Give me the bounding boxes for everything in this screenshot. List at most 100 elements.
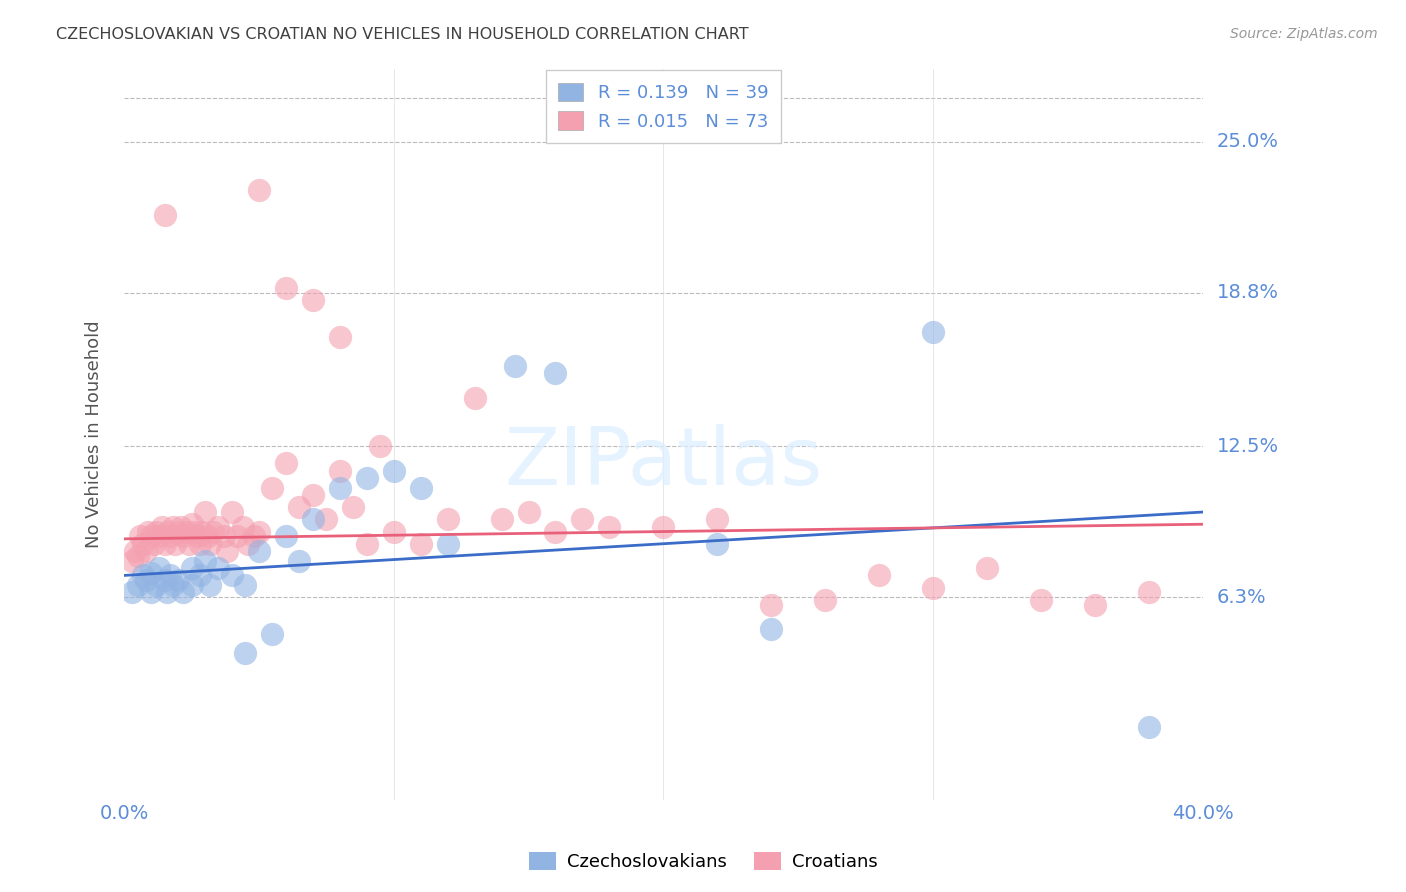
Point <box>226 529 249 543</box>
Point <box>153 537 176 551</box>
Point <box>212 529 235 543</box>
Point <box>868 568 890 582</box>
Point <box>132 568 155 582</box>
Point <box>329 464 352 478</box>
Point <box>180 561 202 575</box>
Point <box>132 537 155 551</box>
Point <box>922 325 945 339</box>
Legend: Czechoslovakians, Croatians: Czechoslovakians, Croatians <box>522 845 884 879</box>
Point <box>127 549 149 563</box>
Point <box>129 529 152 543</box>
Point <box>922 581 945 595</box>
Point <box>652 519 675 533</box>
Point <box>232 519 254 533</box>
Point <box>221 505 243 519</box>
Point <box>139 585 162 599</box>
Point <box>180 578 202 592</box>
Point <box>342 500 364 515</box>
Point <box>197 529 219 543</box>
Point <box>235 578 257 592</box>
Point <box>200 578 222 592</box>
Point <box>159 568 181 582</box>
Point <box>191 524 214 539</box>
Text: Source: ZipAtlas.com: Source: ZipAtlas.com <box>1230 27 1378 41</box>
Legend: R = 0.139   N = 39, R = 0.015   N = 73: R = 0.139 N = 39, R = 0.015 N = 73 <box>546 70 782 144</box>
Point <box>491 512 513 526</box>
Point <box>156 585 179 599</box>
Point <box>436 537 458 551</box>
Point <box>409 481 432 495</box>
Point <box>139 529 162 543</box>
Point <box>186 529 208 543</box>
Point <box>302 293 325 307</box>
Point <box>288 554 311 568</box>
Point <box>598 519 620 533</box>
Point <box>172 585 194 599</box>
Point <box>1137 585 1160 599</box>
Point <box>162 519 184 533</box>
Point <box>247 524 270 539</box>
Point <box>571 512 593 526</box>
Point <box>544 366 567 380</box>
Point <box>302 512 325 526</box>
Point <box>153 574 176 588</box>
Text: ZIPatlas: ZIPatlas <box>505 425 823 502</box>
Point <box>329 481 352 495</box>
Point <box>145 524 167 539</box>
Point <box>464 391 486 405</box>
Point <box>247 544 270 558</box>
Text: 12.5%: 12.5% <box>1216 437 1278 456</box>
Point <box>759 598 782 612</box>
Text: 6.3%: 6.3% <box>1216 588 1265 607</box>
Point <box>247 183 270 197</box>
Point <box>150 519 173 533</box>
Point <box>315 512 337 526</box>
Point <box>1084 598 1107 612</box>
Point <box>135 574 157 588</box>
Point <box>162 578 184 592</box>
Point <box>138 524 160 539</box>
Point <box>1029 592 1052 607</box>
Point <box>288 500 311 515</box>
Point <box>436 512 458 526</box>
Point <box>148 529 170 543</box>
Point <box>409 537 432 551</box>
Point <box>188 568 211 582</box>
Point <box>207 519 229 533</box>
Point <box>148 561 170 575</box>
Point <box>135 544 157 558</box>
Point <box>706 512 728 526</box>
Point <box>302 488 325 502</box>
Point <box>544 524 567 539</box>
Point <box>503 359 526 373</box>
Point <box>215 544 238 558</box>
Point <box>706 537 728 551</box>
Point <box>167 524 190 539</box>
Point <box>172 529 194 543</box>
Y-axis label: No Vehicles in Household: No Vehicles in Household <box>86 320 103 548</box>
Point <box>183 524 205 539</box>
Point <box>177 537 200 551</box>
Point <box>165 537 187 551</box>
Point <box>1137 719 1160 733</box>
Point <box>142 537 165 551</box>
Point <box>235 647 257 661</box>
Point <box>121 554 143 568</box>
Point <box>262 481 284 495</box>
Point <box>194 505 217 519</box>
Point <box>382 464 405 478</box>
Point <box>356 471 378 485</box>
Point <box>194 554 217 568</box>
Point <box>814 592 837 607</box>
Point <box>329 329 352 343</box>
Point <box>517 505 540 519</box>
Point <box>356 537 378 551</box>
Point <box>274 281 297 295</box>
Point <box>759 622 782 636</box>
Point <box>262 627 284 641</box>
Point <box>145 578 167 592</box>
Point <box>180 517 202 532</box>
Point <box>202 524 225 539</box>
Point <box>221 568 243 582</box>
Point <box>274 529 297 543</box>
